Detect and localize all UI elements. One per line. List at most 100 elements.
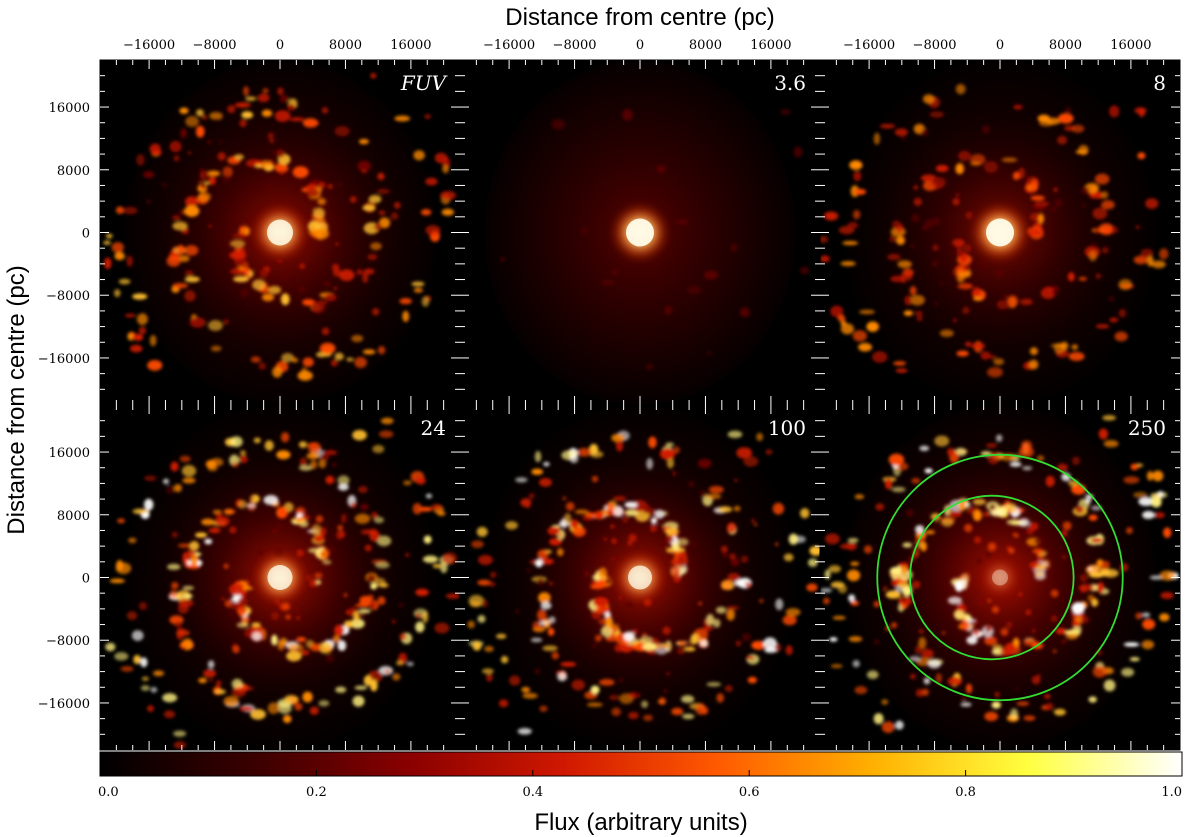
arm-knot — [1067, 631, 1081, 638]
disc-knot — [698, 601, 702, 606]
arm-knot — [1095, 324, 1110, 329]
arm-knot — [1012, 171, 1020, 181]
arm-knot — [1044, 693, 1051, 699]
disc-knot — [942, 631, 946, 635]
arm-knot — [764, 647, 777, 653]
disc-knot — [973, 536, 982, 544]
arm-knot — [570, 519, 579, 529]
disc-knot — [318, 181, 326, 189]
arm-knot — [296, 636, 307, 643]
arm-knot — [252, 279, 266, 291]
bulge-glow — [983, 561, 1017, 594]
arm-knot — [671, 542, 680, 551]
disc-knot — [318, 527, 327, 536]
arm-knot — [1035, 565, 1046, 570]
disc-knot — [173, 155, 180, 162]
arm-knot — [682, 713, 695, 720]
arm-knot — [948, 510, 962, 518]
arm-knot — [378, 430, 394, 438]
arm-knot — [228, 583, 244, 596]
arm-knot — [984, 636, 998, 646]
arm-knot — [1138, 497, 1155, 507]
arm-knot — [902, 542, 913, 548]
arm-knot — [895, 720, 904, 730]
arm-knot — [717, 506, 733, 513]
disc-knot — [707, 351, 712, 355]
disc-knot — [271, 149, 277, 155]
arm-knot — [887, 253, 901, 261]
arm-knot — [1098, 428, 1109, 440]
arm-knot — [434, 152, 448, 164]
arm-knot — [914, 525, 925, 534]
arm-knot — [921, 648, 934, 660]
arm-knot — [413, 287, 423, 293]
arm-knot — [606, 623, 620, 630]
disc-knot — [328, 546, 335, 553]
disc-knot — [745, 582, 752, 588]
disc-knot — [234, 267, 240, 273]
disc-knot — [238, 609, 246, 617]
arm-knot — [1023, 638, 1037, 647]
arm-knot — [189, 317, 206, 328]
arm-knot — [763, 637, 777, 650]
arm-knot — [314, 572, 323, 579]
arm-knot — [708, 485, 724, 494]
arm-knot — [434, 622, 450, 634]
disc-knot — [692, 541, 698, 547]
disc-knot — [963, 605, 968, 611]
arm-knot — [852, 660, 860, 668]
disc-knot — [325, 281, 331, 288]
disc-knot — [1005, 621, 1013, 629]
arm-knot — [250, 356, 261, 363]
arm-knot — [852, 209, 861, 220]
arm-knot — [931, 176, 947, 189]
arm-knot — [706, 682, 722, 687]
arm-knot — [671, 707, 684, 716]
disc-knot — [175, 621, 183, 629]
disc-knot — [258, 362, 267, 370]
arm-knot — [970, 343, 986, 349]
arm-knot — [571, 679, 586, 691]
arm-knot — [306, 187, 320, 198]
disc-knot — [873, 600, 881, 608]
arm-knot — [608, 694, 620, 701]
disc-knot — [338, 615, 342, 619]
arm-knot — [1102, 415, 1117, 421]
disc-knot — [526, 568, 531, 573]
disc-knot — [171, 581, 179, 590]
arm-knot — [924, 468, 933, 474]
panel-100 — [460, 405, 820, 750]
arm-knot — [628, 711, 639, 720]
arm-knot — [873, 713, 884, 725]
arm-knot — [208, 528, 221, 534]
disc-knot — [975, 591, 979, 595]
arm-knot — [1159, 570, 1176, 581]
arm-knot — [772, 502, 785, 515]
arm-knot — [1088, 514, 1098, 521]
disc-knot — [985, 551, 992, 558]
x-tick-label: −16000 — [483, 38, 535, 53]
x-tick-label: 8000 — [689, 38, 722, 53]
disc-knot — [1061, 639, 1066, 644]
disc-knot — [905, 509, 914, 517]
disc-knot — [956, 249, 965, 258]
arm-knot — [1018, 518, 1030, 527]
arm-knot — [246, 503, 257, 509]
disc-knot — [759, 598, 764, 603]
arm-knot — [411, 281, 425, 287]
disc-knot — [415, 612, 422, 619]
arm-knot — [534, 450, 542, 463]
disc-knot — [581, 227, 588, 234]
arm-knot — [132, 333, 144, 341]
arm-knot — [1141, 639, 1155, 650]
disc-knot — [874, 639, 880, 645]
arm-knot — [1030, 195, 1045, 201]
arm-knot — [406, 661, 414, 667]
disc-knot — [883, 585, 888, 590]
arm-knot — [1071, 602, 1085, 615]
arm-knot — [1153, 511, 1165, 519]
disc-knot — [657, 524, 664, 530]
arm-knot — [515, 477, 528, 483]
arm-knot — [1101, 200, 1115, 210]
arm-knot — [147, 705, 154, 713]
